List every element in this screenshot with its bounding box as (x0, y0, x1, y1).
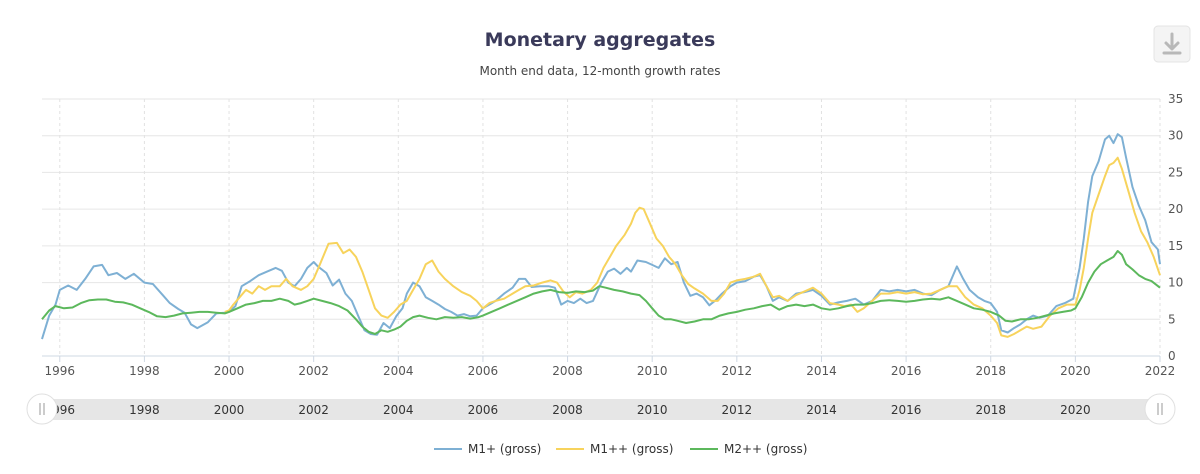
y-axis: 0 5 10 15 20 25 30 35 (1168, 92, 1183, 363)
legend-label: M2++ (gross) (724, 442, 807, 456)
x-tick-label: 2022 (1145, 364, 1176, 378)
x-tick-label: 2008 (552, 364, 583, 378)
grid (42, 98, 1161, 357)
y-tick-label: 5 (1168, 312, 1176, 326)
navigator-handle-right[interactable] (1144, 393, 1176, 425)
chart-subtitle: Month end data, 12-month growth rates (479, 64, 720, 78)
plot-area (41, 133, 1161, 340)
navigator-track[interactable] (42, 399, 1160, 420)
legend-item-1[interactable]: M1+ (gross) (434, 442, 541, 456)
navigator-tick-label: 1998 (129, 403, 160, 417)
series-line-3[interactable] (41, 250, 1161, 335)
navigator-tick-label: 2008 (552, 403, 583, 417)
x-axis: 1996 1998 2000 2002 2004 2006 2008 2010 2012 2014… (44, 356, 1175, 378)
x-tick-label: 2004 (383, 364, 414, 378)
y-tick-label: 25 (1168, 165, 1183, 179)
navigator-tick-label: 2018 (975, 403, 1006, 417)
navigator-tick-label: 2010 (637, 403, 668, 417)
x-tick-label: 2020 (1060, 364, 1091, 378)
y-tick-label: 30 (1168, 129, 1183, 143)
legend-item-2[interactable]: M1++ (gross) (556, 442, 673, 456)
x-tick-label: 2006 (468, 364, 499, 378)
x-tick-label: 1996 (44, 364, 75, 378)
series-line-2[interactable] (224, 156, 1161, 338)
navigator[interactable]: 1996 1998 2000 2002 2004 2006 2008 2010 2012 2014… (26, 393, 1176, 425)
download-icon (1162, 32, 1182, 55)
navigator-tick-label: 2006 (468, 403, 499, 417)
x-tick-label: 1998 (129, 364, 160, 378)
legend-label: M1++ (gross) (590, 442, 673, 456)
navigator-tick-label: 2004 (383, 403, 414, 417)
legend-label: M1+ (gross) (468, 442, 541, 456)
navigator-tick-label: 2020 (1060, 403, 1091, 417)
navigator-tick-label: 2016 (891, 403, 922, 417)
legend-item-3[interactable]: M2++ (gross) (690, 442, 807, 456)
legend: M1+ (gross) M1++ (gross) M2++ (gross) (434, 442, 807, 456)
download-button[interactable] (1153, 25, 1191, 63)
chart-title: Monetary aggregates (485, 29, 716, 51)
x-tick-label: 2010 (637, 364, 668, 378)
navigator-handle-left[interactable] (26, 393, 58, 425)
y-tick-label: 35 (1168, 92, 1183, 106)
navigator-tick-label: 2014 (806, 403, 837, 417)
navigator-tick-label: 2002 (298, 403, 329, 417)
y-tick-label: 10 (1168, 276, 1183, 290)
x-tick-label: 2000 (214, 364, 245, 378)
x-tick-label: 2002 (298, 364, 329, 378)
x-tick-label: 2018 (975, 364, 1006, 378)
x-tick-label: 2012 (722, 364, 753, 378)
navigator-tick-label: 2000 (214, 403, 245, 417)
navigator-tick-label: 2012 (722, 403, 753, 417)
y-tick-label: 20 (1168, 202, 1183, 216)
y-tick-label: 15 (1168, 239, 1183, 253)
x-tick-label: 2016 (891, 364, 922, 378)
x-tick-label: 2014 (806, 364, 837, 378)
y-tick-label: 0 (1168, 349, 1176, 363)
series-line-1[interactable] (41, 133, 1161, 340)
